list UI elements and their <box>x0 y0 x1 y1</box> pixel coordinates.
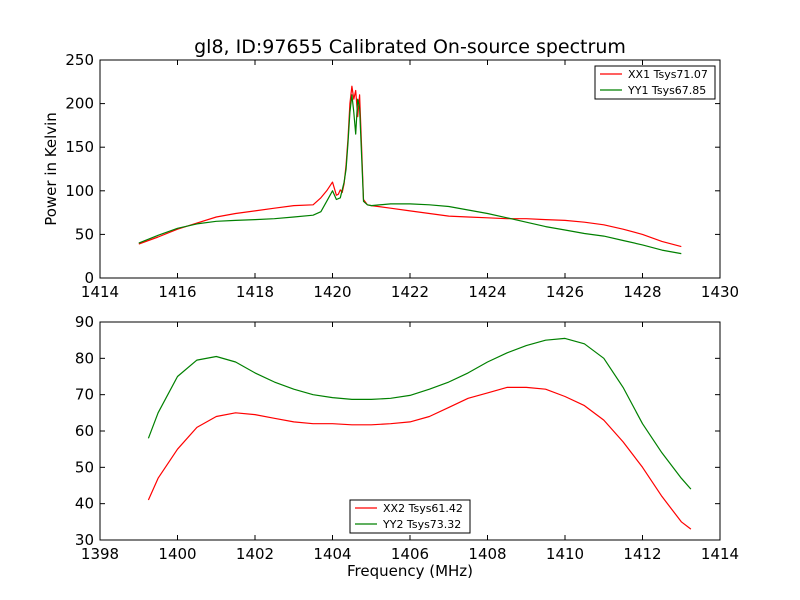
top-series-lines <box>138 85 682 255</box>
top-x-tick-label: 1428 <box>623 283 661 301</box>
bottom-legend-box <box>349 499 471 534</box>
top-x-tick-label: 1426 <box>546 283 584 301</box>
bottom-x-tick-label: 1408 <box>468 545 506 563</box>
bottom-x-tick-label: 1400 <box>158 545 196 563</box>
bottom-y-tick-label: 30 <box>75 531 94 549</box>
bottom-legend: XX2 Tsys61.42 YY2 Tsys73.32 <box>349 499 471 534</box>
top-y-tick-label: 50 <box>75 225 94 243</box>
bottom-legend-label-yy2: YY2 Tsys73.32 <box>382 518 461 531</box>
bottom-x-tick-label: 1414 <box>701 545 739 563</box>
bottom-y-tick-label: 40 <box>75 495 94 513</box>
top-axis-ticks: 1414 1416 1418 1420 1422 1424 1426 1428 1430 0 50 1… <box>65 51 739 301</box>
top-y-tick-label: 200 <box>65 95 94 113</box>
top-y-tick-label: 150 <box>65 138 94 156</box>
bottom-series-lines <box>147 337 692 530</box>
top-y-tick-label: 100 <box>65 182 94 200</box>
top-legend-box <box>594 65 716 100</box>
bottom-y-tick-label: 60 <box>75 422 94 440</box>
bottom-x-tick-label: 1402 <box>236 545 274 563</box>
bottom-series-line-1 <box>147 386 692 530</box>
top-x-tick-label: 1420 <box>313 283 351 301</box>
top-series-line-2 <box>138 94 682 255</box>
top-legend: XX1 Tsys71.07 YY1 Tsys67.85 <box>594 65 716 100</box>
top-x-tick-label: 1422 <box>391 283 429 301</box>
bottom-x-axis-label: Frequency (MHz) <box>347 562 473 580</box>
top-subplot: gl8, ID:97655 Calibrated On-source spect… <box>42 36 739 301</box>
top-y-tick-label: 250 <box>65 51 94 69</box>
top-y-axis-label: Power in Kelvin <box>42 112 60 226</box>
top-x-tick-label: 1416 <box>158 283 196 301</box>
bottom-series-line-2 <box>147 337 692 490</box>
bottom-x-tick-label: 1398 <box>81 545 119 563</box>
bottom-y-tick-label: 70 <box>75 386 94 404</box>
top-chart-title: gl8, ID:97655 Calibrated On-source spect… <box>194 36 626 58</box>
top-legend-label-yy1: YY1 Tsys67.85 <box>627 84 706 97</box>
top-x-tick-label: 1414 <box>81 283 119 301</box>
top-x-tick-label: 1430 <box>701 283 739 301</box>
top-y-tick-label: 0 <box>84 269 94 287</box>
bottom-y-tick-label: 50 <box>75 458 94 476</box>
bottom-subplot: Frequency (MHz) 1398 1400 1402 1404 1406 1408… <box>75 313 739 580</box>
bottom-y-tick-label: 90 <box>75 313 94 331</box>
bottom-x-tick-label: 1404 <box>313 545 351 563</box>
bottom-x-tick-label: 1406 <box>391 545 429 563</box>
top-series-line-1 <box>138 85 682 248</box>
bottom-y-tick-label: 80 <box>75 349 94 367</box>
bottom-x-tick-label: 1412 <box>623 545 661 563</box>
top-x-tick-label: 1424 <box>468 283 506 301</box>
top-x-tick-label: 1418 <box>236 283 274 301</box>
bottom-axis-ticks: 1398 1400 1402 1404 1406 1408 1410 1412 1414 30 40… <box>75 313 739 563</box>
top-legend-label-xx1: XX1 Tsys71.07 <box>628 68 708 81</box>
bottom-legend-label-xx2: XX2 Tsys61.42 <box>383 502 463 515</box>
bottom-x-tick-label: 1410 <box>546 545 584 563</box>
